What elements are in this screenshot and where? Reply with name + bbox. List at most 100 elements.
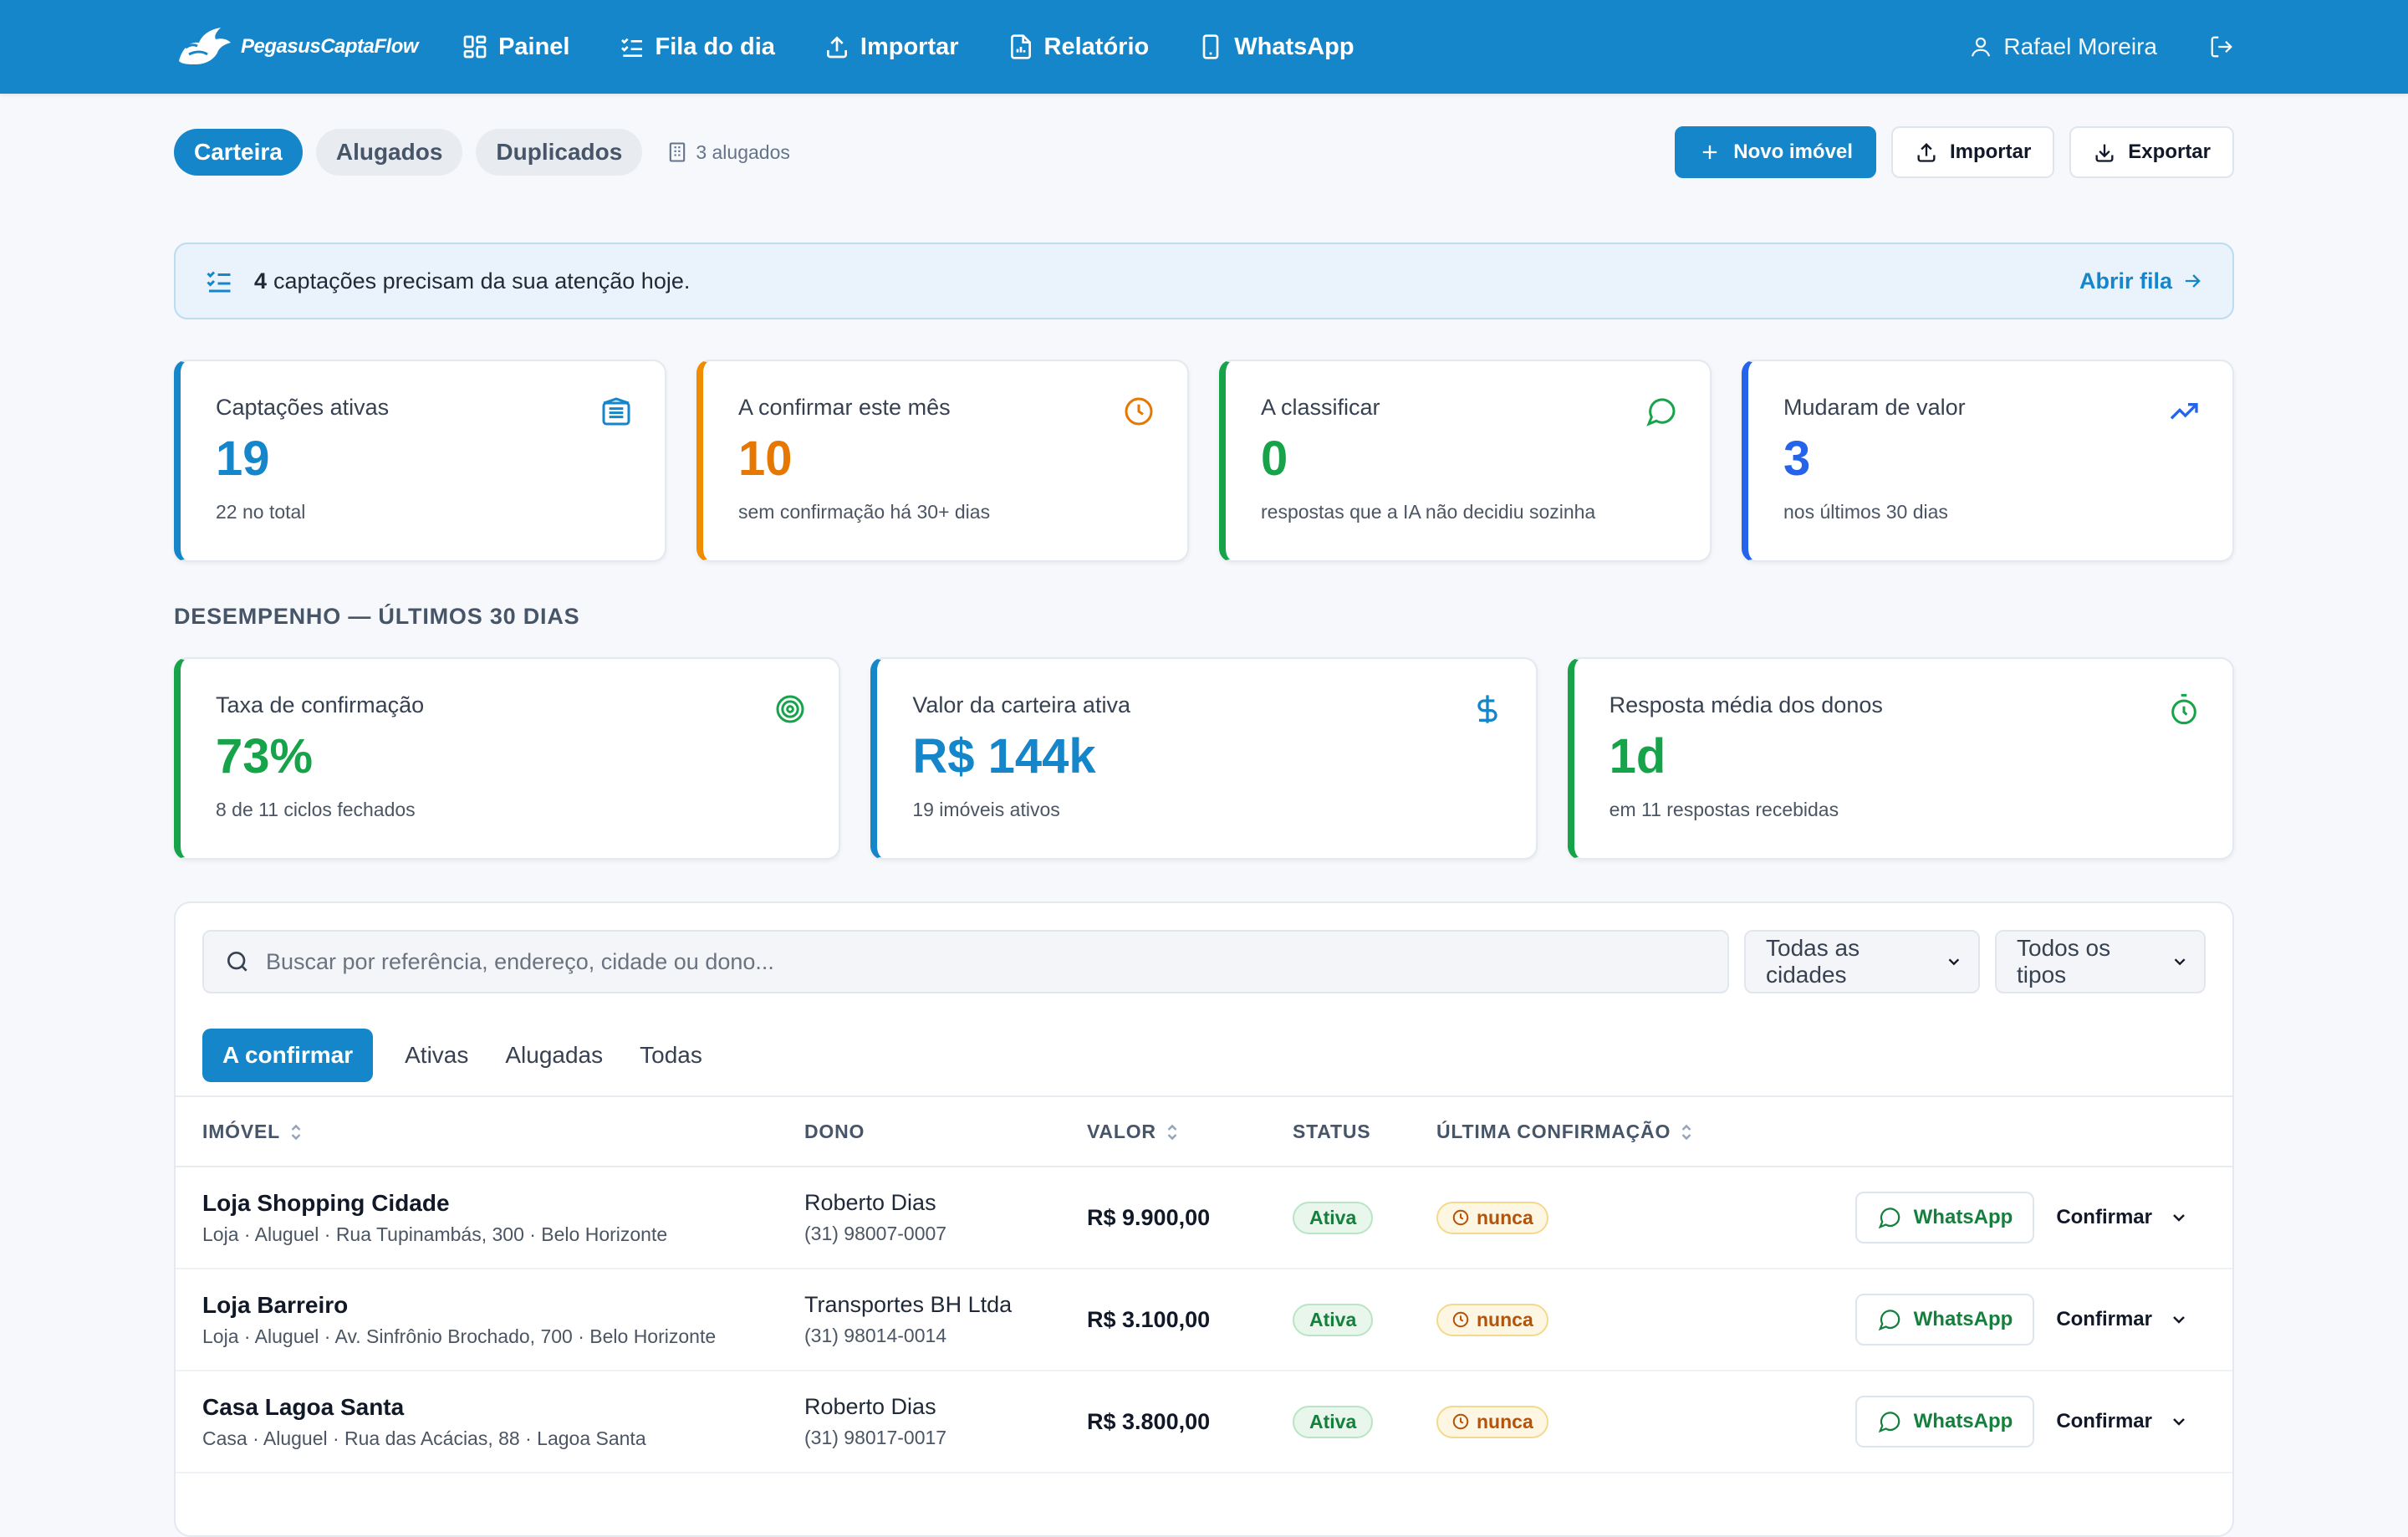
- logout-icon: [2211, 36, 2232, 58]
- performance-row: Taxa de confirmação 73% 8 de 11 ciclos f…: [174, 657, 2234, 860]
- attention-text: captações precisam da sua atenção hoje.: [273, 268, 691, 294]
- user-menu[interactable]: Rafael Moreira: [1968, 33, 2157, 60]
- button-label: WhatsApp: [1913, 1410, 2013, 1432]
- open-queue-label: Abrir fila: [2079, 268, 2172, 294]
- chevron-down-icon: [2173, 1316, 2185, 1324]
- stat-label: Mudaram de valor: [1783, 395, 1966, 420]
- type-select[interactable]: Todos os tipos: [1995, 930, 2206, 993]
- nav-label: Painel: [498, 33, 570, 60]
- property-title: Loja Barreiro: [202, 1291, 349, 1318]
- owner-phone: (31) 98007-0007: [804, 1223, 947, 1244]
- user-name: Rafael Moreira: [2003, 33, 2157, 59]
- stat-value: 3: [1783, 431, 1811, 486]
- sort-icon: [1167, 1125, 1177, 1141]
- stats-row: Captações ativas 19 22 no total A confir…: [174, 360, 2234, 562]
- list-checks-icon: [207, 271, 231, 293]
- chevron-down-icon: [2174, 958, 2186, 966]
- nav-label: Importar: [860, 33, 959, 60]
- sort-icon: [291, 1125, 301, 1141]
- stat-value: 19: [216, 431, 270, 486]
- nav-importar[interactable]: Importar: [824, 33, 959, 61]
- brand-name: PegasusCaptaFlow: [241, 35, 419, 58]
- button-label: Confirmar: [2056, 1308, 2152, 1330]
- confirm-dropdown[interactable]: Confirmar: [2056, 1308, 2189, 1331]
- nav-fila-do-dia[interactable]: Fila do dia: [619, 33, 775, 61]
- confirm-dropdown[interactable]: Confirmar: [2056, 1410, 2189, 1433]
- last-confirmation-text: nunca: [1477, 1206, 1533, 1228]
- button-label: Novo imóvel: [1733, 140, 1853, 163]
- export-button[interactable]: Exportar: [2069, 126, 2234, 178]
- nav-whatsapp[interactable]: WhatsApp: [1197, 33, 1354, 61]
- whatsapp-button[interactable]: WhatsApp: [1854, 1192, 2035, 1243]
- pegasus-logo-icon: [179, 28, 231, 64]
- row-actions: WhatsApp Confirmar: [1788, 1396, 2232, 1448]
- city-select[interactable]: Todas as cidades: [1744, 930, 1980, 993]
- stat-card-active[interactable]: Captações ativas 19 22 no total: [174, 360, 666, 562]
- nav-label: Relatório: [1043, 33, 1150, 60]
- nav-label: Fila do dia: [655, 33, 775, 60]
- col-label: VALOR: [1087, 1120, 1156, 1142]
- filters-bar: Todas as cidades Todos os tipos: [176, 903, 2232, 993]
- tab-duplicados[interactable]: Duplicados: [476, 129, 643, 176]
- last-confirmation-badge: nunca: [1436, 1303, 1548, 1336]
- tab-carteira[interactable]: Carteira: [174, 129, 303, 176]
- col-label: IMÓVEL: [202, 1120, 280, 1142]
- whatsapp-button[interactable]: WhatsApp: [1854, 1396, 2035, 1448]
- whatsapp-icon: [1878, 1412, 1900, 1433]
- stat-card-value-changed[interactable]: Mudaram de valor 3 nos últimos 30 dias: [1742, 360, 2234, 562]
- tab-todas[interactable]: Todas: [640, 1042, 702, 1068]
- logout-button[interactable]: [2209, 34, 2234, 59]
- target-icon: [776, 695, 804, 723]
- col-actions: [1788, 1096, 2232, 1167]
- trending-up-icon: [2170, 403, 2198, 420]
- button-label: Confirmar: [2056, 1206, 2152, 1228]
- user-area: Rafael Moreira: [1968, 33, 2234, 60]
- stat-value: R$ 144k: [912, 729, 1096, 784]
- list-checks-icon: [620, 38, 642, 57]
- stat-sub: em 11 respostas recebidas: [1609, 798, 1839, 820]
- col-label: ÚLTIMA CONFIRMAÇÃO: [1436, 1120, 1671, 1142]
- stat-label: Captações ativas: [216, 395, 390, 420]
- row-actions: WhatsApp Confirmar: [1788, 1192, 2232, 1243]
- stat-card-to-classify[interactable]: A classificar 0 respostas que a IA não d…: [1219, 360, 1712, 562]
- tab-alugadas[interactable]: Alugadas: [505, 1042, 604, 1068]
- search-input[interactable]: [266, 948, 1707, 975]
- phone-icon: [1202, 34, 1219, 59]
- type-select-value: Todos os tipos: [2017, 935, 2111, 988]
- perf-card-portfolio-value: Valor da carteira ativa R$ 144k 19 imóve…: [870, 657, 1538, 860]
- whatsapp-button[interactable]: WhatsApp: [1854, 1294, 2035, 1346]
- nav-painel[interactable]: Painel: [462, 33, 570, 61]
- property-meta: Loja · Aluguel · Rua Tupinambás, 300 · B…: [202, 1223, 668, 1245]
- stat-sub: sem confirmação há 30+ dias: [738, 500, 991, 523]
- open-queue-link[interactable]: Abrir fila: [2079, 268, 2204, 294]
- import-button[interactable]: Importar: [1890, 126, 2055, 178]
- col-value[interactable]: VALOR: [1087, 1096, 1293, 1167]
- col-status: STATUS: [1293, 1096, 1436, 1167]
- properties-table-card: Todas as cidades Todos os tipos A confir…: [174, 901, 2234, 1537]
- upload-icon: [1917, 143, 1936, 162]
- table-row[interactable]: Loja Barreiro Loja · Aluguel · Av. Sinfrô…: [176, 1269, 2232, 1371]
- confirm-dropdown[interactable]: Confirmar: [2056, 1206, 2189, 1229]
- tab-ativas[interactable]: Ativas: [405, 1042, 469, 1068]
- rented-count: 3 alugados: [666, 140, 790, 164]
- table-row[interactable]: Casa Lagoa Santa Casa · Aluguel · Rua das…: [176, 1371, 2232, 1473]
- tab-a-confirmar[interactable]: A confirmar: [202, 1029, 374, 1082]
- new-property-button[interactable]: Novo imóvel: [1675, 126, 1876, 178]
- search-box: [202, 930, 1729, 993]
- building-icon: [602, 397, 630, 426]
- main-nav: Painel Fila do dia Importar Relatório Wh…: [462, 33, 1403, 61]
- last-confirmation-text: nunca: [1477, 1308, 1533, 1330]
- col-last-confirmation[interactable]: ÚLTIMA CONFIRMAÇÃO: [1436, 1096, 1788, 1167]
- city-select-value: Todas as cidades: [1766, 935, 1860, 988]
- nav-relatorio[interactable]: Relatório: [1008, 33, 1150, 61]
- dollar-icon: [1477, 695, 1497, 723]
- tab-alugados[interactable]: Alugados: [315, 129, 463, 176]
- download-icon: [2095, 144, 2114, 162]
- chevron-down-icon: [1948, 958, 1960, 966]
- col-property[interactable]: IMÓVEL: [176, 1096, 804, 1167]
- stat-card-to-confirm[interactable]: A confirmar este mês 10 sem confirmação …: [696, 360, 1189, 562]
- table-row[interactable]: Loja Shopping Cidade Loja · Aluguel · Rua…: [176, 1167, 2232, 1269]
- button-label: Confirmar: [2056, 1410, 2152, 1432]
- brand-logo[interactable]: PegasusCaptaFlow: [174, 23, 419, 71]
- performance-title: DESEMPENHO — ÚLTIMOS 30 DIAS: [174, 604, 580, 629]
